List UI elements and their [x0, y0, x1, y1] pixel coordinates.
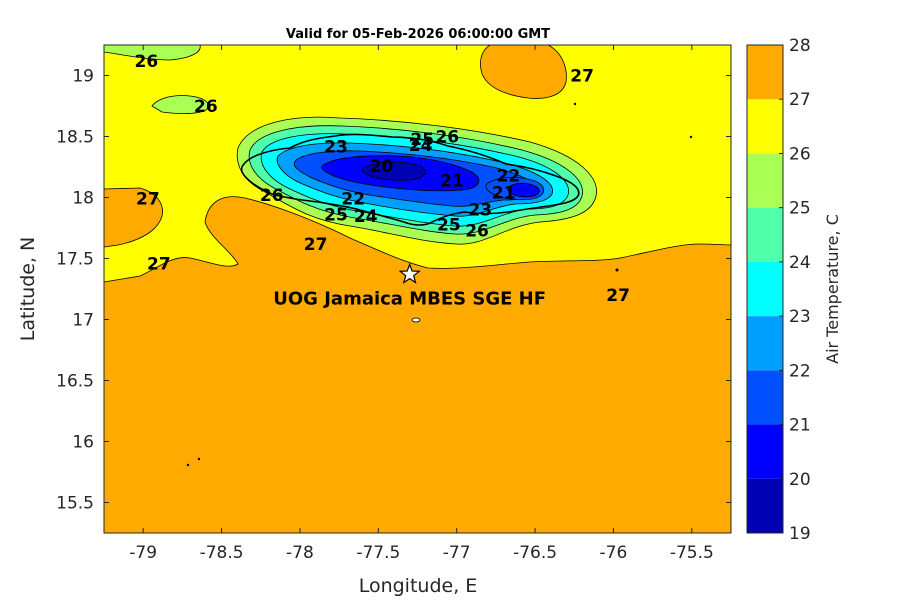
x-tick-label: -78.5	[200, 543, 244, 563]
map-title: Valid for 05-Feb-2026 06:00:00 GMT	[286, 27, 550, 42]
contour-label: 26	[134, 52, 158, 72]
temperature-field-27-28-northeast	[480, 45, 567, 99]
x-tick-label: -78	[286, 543, 314, 563]
island-speck	[197, 457, 201, 461]
colorbar-swatch	[747, 45, 783, 100]
temperature-field-19-20	[362, 161, 426, 181]
contour-label: 26	[260, 186, 284, 206]
colorbar-tick-label: 22	[789, 361, 811, 381]
colorbar-tick-label: 27	[789, 90, 811, 110]
island-speck	[411, 317, 421, 323]
colorbar-tick-label: 24	[789, 253, 811, 273]
colorbar-swatch	[747, 207, 783, 262]
island-speck	[573, 102, 577, 106]
y-tick-label: 17	[72, 311, 94, 331]
colorbar-swatch	[747, 424, 783, 479]
temperature-field-25-26-northwest	[104, 45, 201, 61]
y-axis-ticks: 15.5 16 16.5 17 17.5 18 18.5 19	[56, 67, 731, 514]
colorbar-tick-label: 26	[789, 144, 811, 164]
contour-label: 27	[136, 190, 160, 210]
x-tick-label: -79	[129, 543, 157, 563]
y-tick-label: 15.5	[56, 494, 94, 514]
x-tick-label: -76	[600, 543, 628, 563]
colorbar-frame	[746, 44, 784, 534]
contour-label: 27	[606, 286, 630, 306]
x-tick-label: -75.5	[670, 543, 714, 563]
temperature-field-25-26-north	[151, 95, 209, 115]
y-tick-label: 16.5	[56, 372, 94, 392]
colorbar-swatch	[747, 370, 783, 425]
y-tick-label: 16	[72, 433, 94, 453]
colorbar-tick-label: 25	[789, 199, 811, 219]
jamaica-coastline	[240, 133, 580, 226]
y-tick-label: 19	[72, 67, 94, 87]
contour-label: 26	[194, 97, 218, 117]
y-axis-label: Latitude, N	[17, 237, 39, 342]
x-tick-label: -76.5	[513, 543, 557, 563]
colorbar-tick-label: 19	[789, 524, 811, 544]
contour-label: 22	[341, 190, 365, 210]
contour-label: 21	[492, 184, 516, 204]
temperature-field-27-28-west	[104, 187, 163, 248]
colorbar-swatch	[747, 316, 783, 371]
colorbar-swatch	[747, 261, 783, 317]
contour-label: 26	[465, 221, 489, 241]
colorbar-tick-label: 23	[789, 307, 811, 327]
contour-label: 26	[435, 128, 459, 148]
contour-label: 25	[324, 206, 348, 226]
island-speck	[615, 268, 619, 272]
contour-label: 27	[147, 254, 171, 274]
island-speck	[689, 135, 693, 139]
contour-label: 22	[497, 167, 521, 187]
map-axes-frame	[103, 44, 732, 534]
colorbar-label: Air Temperature, C	[823, 214, 842, 364]
station-star-icon[interactable]	[398, 262, 421, 284]
contour-label: 23	[468, 201, 492, 221]
y-tick-label: 18	[72, 189, 94, 209]
contour-label: 20	[370, 157, 394, 177]
colorbar-swatch	[747, 478, 783, 533]
station-layer: UOG Jamaica MBES SGE HF	[273, 262, 546, 309]
temperature-field-27-28-south	[104, 196, 731, 533]
colorbar-tick-label: 28	[789, 36, 811, 56]
x-tick-label: -77.5	[356, 543, 400, 563]
contour-label: 25	[410, 130, 434, 150]
colorbar-swatch	[747, 153, 783, 208]
contour-label: 25	[437, 215, 461, 235]
y-tick-label: 17.5	[56, 250, 94, 270]
island-speck	[186, 463, 190, 467]
x-axis-ticks: -79 -78.5 -78 -77.5 -77 -76.5 -76 -75.5	[129, 45, 714, 563]
temperature-field-20-21-east	[507, 182, 540, 198]
contour-label: 27	[570, 67, 594, 87]
colorbar: 19 20 21 22 23 24 25 26 27 28	[746, 36, 811, 544]
contour-label: 24	[354, 207, 378, 227]
x-axis-label: Longitude, E	[359, 575, 478, 597]
x-tick-label: -77	[443, 543, 471, 563]
contour-label: 21	[440, 171, 464, 191]
contour-label: 23	[324, 137, 348, 157]
contour-label: 27	[304, 235, 328, 255]
contour-label: 24	[409, 136, 433, 156]
station-label: UOG Jamaica MBES SGE HF	[273, 288, 546, 309]
colorbar-tick-label: 21	[789, 416, 811, 436]
y-tick-label: 18.5	[56, 128, 94, 148]
colorbar-tick-label: 20	[789, 470, 811, 490]
colorbar-swatch	[747, 99, 783, 154]
